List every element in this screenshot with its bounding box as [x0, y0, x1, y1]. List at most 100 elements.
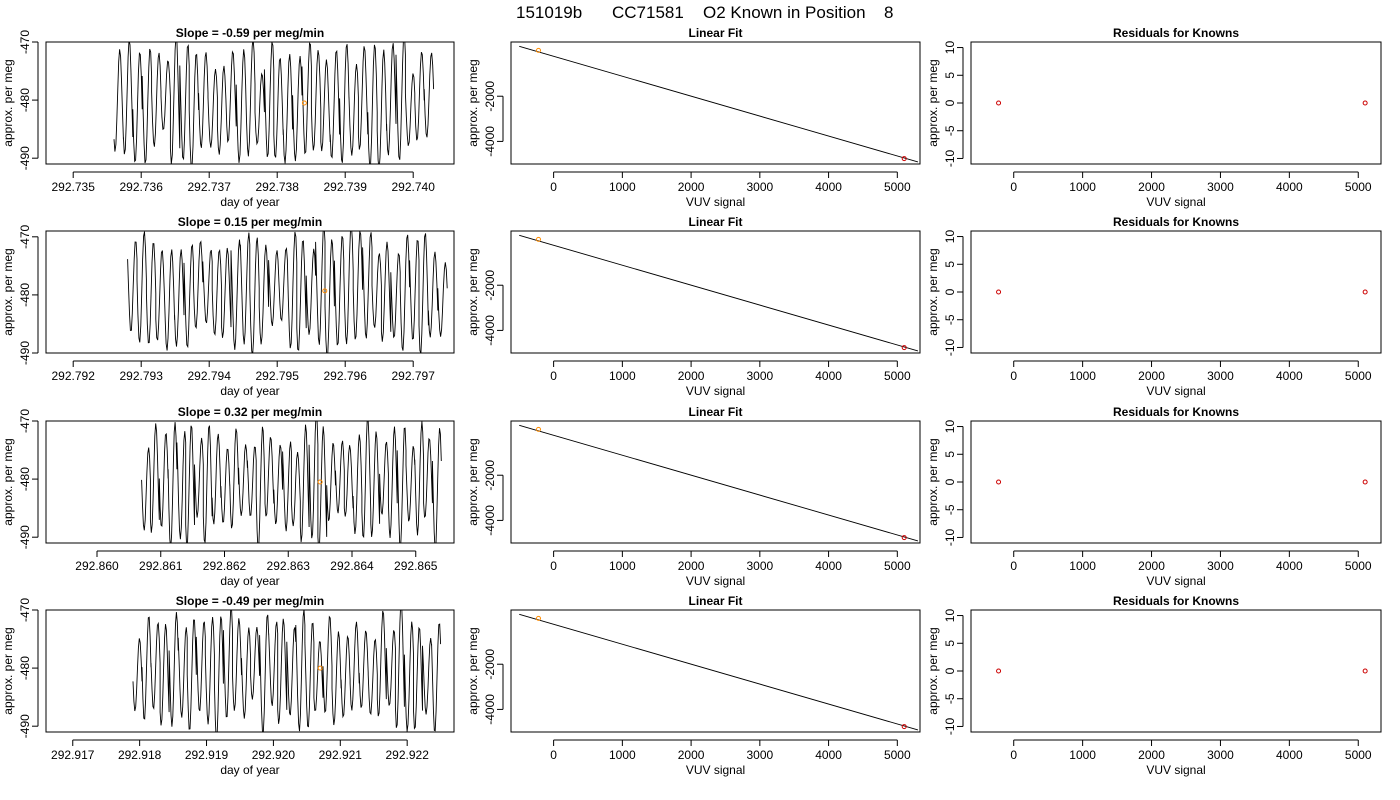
x-tick-label: 2000 — [678, 559, 705, 573]
y-tick-label: -4000 — [483, 694, 497, 725]
suptitle-description: O2 Known in Position — [703, 3, 866, 22]
suptitle-cylinder-id: CC71581 — [612, 3, 684, 22]
y-tick-label: -10 — [943, 717, 957, 735]
plot-frame — [970, 420, 1382, 544]
fit-line — [519, 45, 919, 163]
x-tick-label: 4000 — [815, 369, 842, 383]
panel-linear-fit-row-2: Linear Fit 0 1000 2000 3000 4000 5000 VUV signa… — [466, 215, 921, 398]
y-tick-label: -480 — [18, 656, 32, 680]
y-tick-label: -490 — [18, 146, 32, 170]
data-point — [535, 47, 541, 53]
x-tick-label: 292.921 — [319, 748, 363, 762]
panel-linear-fit-row-4: Linear Fit 0 1000 2000 3000 4000 5000 VUV signa… — [466, 594, 921, 777]
fit-line — [519, 424, 919, 542]
x-tick-label: 2000 — [1138, 369, 1165, 383]
x-tick-label: 2000 — [678, 180, 705, 194]
y-tick-label: -4000 — [483, 315, 497, 346]
y-axis-label: approx. per meg — [926, 438, 940, 525]
x-tick-label: 3000 — [746, 180, 773, 194]
panel-time-series-row-1: Slope = -0.59 per meg/min 292.735 292.736 2… — [1, 26, 455, 209]
y-tick-label: -470 — [18, 598, 32, 622]
x-tick-label: 292.792 — [52, 369, 96, 383]
x-tick-label: 292.796 — [324, 369, 368, 383]
plot-frame — [45, 230, 455, 354]
y-tick-label: -2000 — [483, 270, 497, 301]
y-tick-label: -5 — [943, 125, 957, 136]
data-point — [901, 724, 907, 730]
panel-residuals-row-3: Residuals for Knowns 0 1000 2000 3000 4000 500… — [926, 405, 1382, 588]
y-axis-label: approx. per meg — [1, 248, 15, 335]
y-tick-label: -2000 — [483, 460, 497, 491]
suptitle-run-id: 151019b — [516, 3, 582, 22]
x-tick-label: 3000 — [1207, 180, 1234, 194]
plot-frame — [45, 420, 455, 544]
y-tick-label: 0 — [943, 667, 957, 674]
x-axis-label: VUV signal — [1146, 384, 1205, 398]
y-axis-label: approx. per meg — [1, 438, 15, 525]
y-axis-label: approx. per meg — [926, 248, 940, 335]
panel-time-series-row-4: Slope = -0.49 per meg/min 292.917 292.918 2… — [1, 594, 455, 777]
x-tick-label: 292.736 — [120, 180, 164, 194]
x-tick-label: 292.735 — [52, 180, 96, 194]
y-tick-label: -10 — [943, 338, 957, 356]
chart-panels: Slope = -0.59 per meg/min 292.735 292.736 2… — [1, 26, 1382, 777]
plot-frame — [510, 420, 921, 544]
data-point-marker — [322, 288, 328, 294]
y-tick-label: -10 — [943, 528, 957, 546]
plot-frame — [510, 230, 921, 354]
y-tick-label: 0 — [943, 99, 957, 106]
x-axis-label: VUV signal — [686, 384, 745, 398]
x-axis-label: VUV signal — [686, 763, 745, 777]
x-tick-label: 292.738 — [256, 180, 300, 194]
y-tick-label: 10 — [943, 609, 957, 623]
x-tick-label: 2000 — [1138, 748, 1165, 762]
x-tick-label: 0 — [1010, 180, 1017, 194]
x-tick-label: 292.794 — [188, 369, 232, 383]
data-point — [535, 426, 541, 432]
plot-frame — [45, 609, 455, 733]
y-tick-label: -480 — [18, 467, 32, 491]
x-axis-label: VUV signal — [686, 574, 745, 588]
x-tick-label: 292.795 — [256, 369, 300, 383]
panel-title: Slope = -0.49 per meg/min — [176, 594, 324, 608]
panel-residuals-row-4: Residuals for Knowns 0 1000 2000 3000 4000 500… — [926, 594, 1382, 777]
x-tick-label: 292.793 — [120, 369, 164, 383]
data-point — [535, 236, 541, 242]
fit-line — [519, 234, 919, 352]
y-tick-label: -2000 — [483, 81, 497, 112]
y-axis-label: approx. per meg — [466, 627, 480, 714]
panel-title: Slope = 0.15 per meg/min — [178, 215, 322, 229]
plot-frame — [970, 609, 1382, 733]
data-point-marker — [301, 100, 307, 106]
panel-title: Linear Fit — [688, 594, 742, 608]
data-point — [901, 156, 907, 162]
x-tick-label: 292.863 — [267, 559, 311, 573]
y-tick-label: -490 — [18, 341, 32, 365]
x-tick-label: 1000 — [1069, 748, 1096, 762]
x-tick-label: 292.922 — [385, 748, 429, 762]
x-axis-label: day of year — [220, 384, 279, 398]
y-tick-label: -4000 — [483, 126, 497, 157]
figure-suptitle: 151019b CC71581 O2 Known in Position 8 — [516, 3, 893, 22]
x-tick-label: 2000 — [1138, 180, 1165, 194]
y-tick-label: 0 — [943, 288, 957, 295]
y-tick-label: -2000 — [483, 649, 497, 680]
panel-title: Residuals for Knowns — [1113, 26, 1239, 40]
suptitle-position: 8 — [884, 3, 893, 22]
x-tick-label: 4000 — [815, 180, 842, 194]
x-tick-label: 4000 — [1276, 748, 1303, 762]
x-tick-label: 292.740 — [392, 180, 436, 194]
plot-frame — [510, 41, 921, 165]
plot-frame — [970, 230, 1382, 354]
x-tick-label: 292.864 — [330, 559, 374, 573]
x-tick-label: 4000 — [1276, 180, 1303, 194]
y-axis-label: approx. per meg — [466, 59, 480, 146]
y-tick-label: 5 — [943, 451, 957, 458]
data-point — [996, 479, 1002, 485]
panel-time-series-row-2: Slope = 0.15 per meg/min 292.792 292.793 29… — [1, 215, 455, 398]
x-tick-label: 292.919 — [185, 748, 229, 762]
x-axis-label: day of year — [220, 763, 279, 777]
x-axis-label: VUV signal — [1146, 574, 1205, 588]
y-axis-label: approx. per meg — [1, 59, 15, 146]
